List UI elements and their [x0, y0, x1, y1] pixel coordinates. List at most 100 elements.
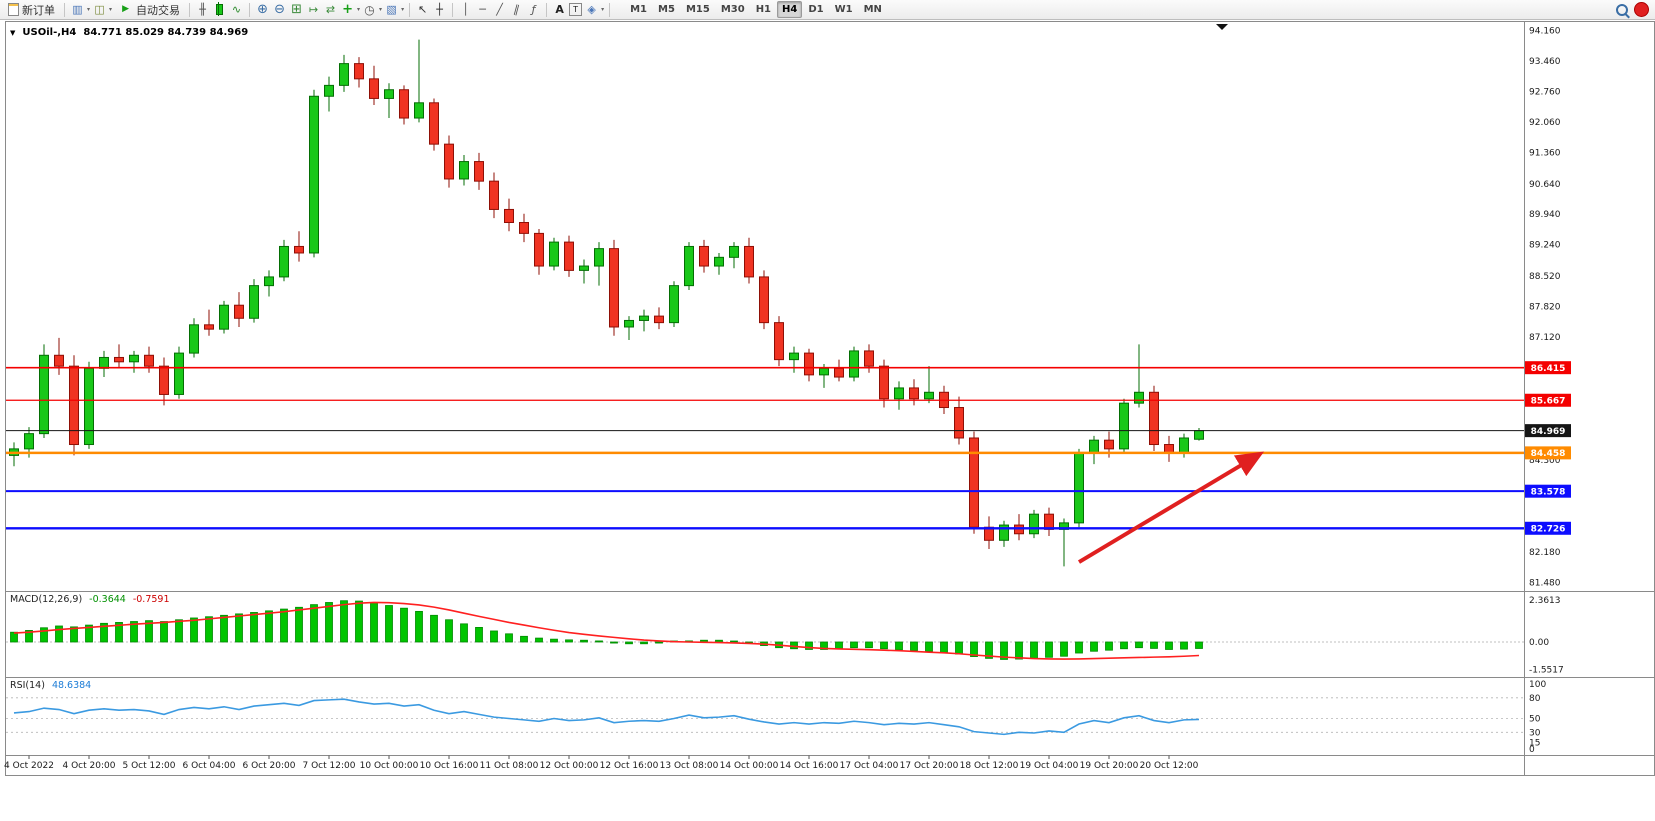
- zoom-in-icon[interactable]: ⊕: [257, 2, 268, 17]
- one-click-trading-icon[interactable]: ▼: [10, 28, 16, 37]
- timeframe-w1[interactable]: W1: [834, 4, 853, 15]
- x-axis-label: 12 Oct 16:00: [600, 761, 659, 771]
- new-order-button[interactable]: 新订单: [4, 1, 59, 19]
- toolbar-separator: [249, 2, 251, 17]
- arrows-objects-icon[interactable]: ◈: [587, 3, 596, 16]
- price-badge-label: 84.458: [1531, 449, 1566, 459]
- chart-profiles-icon[interactable]: ◫: [94, 3, 105, 16]
- macd-bar: [115, 622, 123, 643]
- timeframe-h1[interactable]: H1: [755, 4, 772, 15]
- candle-body: [234, 304, 244, 319]
- timeframe-m5[interactable]: M5: [658, 4, 675, 15]
- periods-icon[interactable]: ◷: [364, 2, 375, 17]
- text-label-icon[interactable]: T: [569, 3, 583, 16]
- chevron-down-icon[interactable]: ▾: [601, 6, 605, 13]
- text-icon[interactable]: A: [555, 3, 564, 16]
- rsi-axis-label: 15: [1529, 739, 1540, 749]
- candle-body: [279, 245, 289, 278]
- notification-icon[interactable]: [1634, 2, 1649, 17]
- timeframe-m15[interactable]: M15: [685, 4, 710, 15]
- candle-body: [69, 365, 79, 446]
- candle-body: [114, 356, 124, 363]
- indicators-icon[interactable]: +: [342, 2, 353, 17]
- toolbar-separator: [609, 2, 611, 17]
- candle-body: [1134, 391, 1144, 404]
- crosshair-icon[interactable]: ┼: [436, 3, 443, 16]
- price-level[interactable]: 84.969: [6, 424, 1571, 438]
- zoom-out-icon[interactable]: ⊖: [274, 2, 285, 17]
- macd-bar: [1195, 641, 1203, 649]
- cursor-icon[interactable]: ↖: [417, 3, 428, 16]
- timeframe-m30[interactable]: M30: [720, 4, 745, 15]
- macd-bar: [580, 639, 588, 643]
- candle-body: [444, 143, 454, 180]
- timeframe-mn[interactable]: MN: [863, 4, 882, 15]
- channel-icon[interactable]: ∥: [512, 2, 521, 17]
- price-level[interactable]: 84.458: [6, 446, 1571, 460]
- macd-bar: [550, 638, 558, 643]
- candle-body: [504, 208, 514, 224]
- price-level[interactable]: 85.667: [6, 393, 1571, 407]
- auto-scroll-icon[interactable]: ↦: [308, 3, 319, 16]
- chevron-down-icon[interactable]: ▾: [401, 6, 405, 13]
- scroll-to-end-marker: [1216, 24, 1228, 30]
- price-badge: [1525, 393, 1571, 407]
- candle-body: [759, 276, 769, 324]
- trend-arrow[interactable]: [1077, 451, 1265, 564]
- y-axis-label: 92.060: [1529, 118, 1561, 128]
- macd-bar: [130, 621, 138, 643]
- symbol-label: USOil-,H4: [22, 27, 77, 38]
- candle-body: [429, 102, 439, 145]
- macd-bar: [205, 616, 213, 643]
- auto-trading-button[interactable]: ▶ 自动交易: [114, 1, 184, 19]
- candle-body: [249, 285, 259, 319]
- rsi-axis-label: 100: [1529, 680, 1546, 690]
- candle-body: [624, 319, 634, 328]
- timeframe-d1[interactable]: D1: [808, 4, 824, 15]
- price-level[interactable]: 86.415: [6, 361, 1571, 375]
- macd-bar: [1060, 641, 1068, 657]
- candle-body: [204, 324, 214, 330]
- macd-bar: [490, 630, 498, 643]
- candle-body: [129, 354, 139, 363]
- bar-chart-icon[interactable]: ╫: [199, 3, 206, 16]
- macd-axis-label: 0.00: [1529, 638, 1549, 648]
- candlestick-chart-icon[interactable]: [212, 2, 227, 17]
- candle-body: [189, 324, 199, 354]
- toolbar-separator: [64, 2, 65, 17]
- macd-bar: [145, 620, 153, 643]
- macd-bar: [610, 641, 618, 644]
- tile-windows-icon[interactable]: ⊞: [291, 2, 302, 17]
- macd-bar: [220, 614, 228, 643]
- chevron-down-icon[interactable]: ▾: [379, 6, 383, 13]
- line-chart-icon[interactable]: ∿: [231, 3, 242, 16]
- horizontal-line-icon[interactable]: ─: [479, 3, 486, 16]
- chevron-down-icon[interactable]: ▾: [109, 6, 113, 13]
- x-axis-label: 10 Oct 00:00: [360, 761, 419, 771]
- price-level[interactable]: 83.578: [6, 484, 1571, 498]
- fibonacci-icon[interactable]: ƒ: [531, 3, 536, 16]
- y-axis-label: 88.520: [1529, 272, 1561, 282]
- timeframe-h4[interactable]: H4: [777, 1, 803, 18]
- macd-bar: [1090, 641, 1098, 652]
- y-axis-label: 81.480: [1529, 579, 1561, 589]
- chevron-down-icon[interactable]: ▾: [87, 6, 91, 13]
- y-axis-label: 84.300: [1529, 456, 1561, 466]
- price-level[interactable]: 82.726: [6, 521, 1571, 535]
- chevron-down-icon[interactable]: ▾: [357, 6, 361, 13]
- macd-bar: [385, 605, 393, 643]
- timeframe-m1[interactable]: M1: [630, 4, 648, 15]
- macd-bar: [925, 641, 933, 652]
- price-badge-label: 86.415: [1531, 364, 1566, 374]
- macd-bar: [1135, 641, 1143, 649]
- y-axis-label: 91.360: [1529, 148, 1561, 158]
- candle-body: [924, 391, 934, 400]
- toolbar-separator: [546, 2, 548, 17]
- chart-shift-icon[interactable]: ⇄: [325, 3, 336, 16]
- search-icon[interactable]: [1616, 3, 1628, 16]
- new-chart-icon[interactable]: ▥: [72, 3, 83, 16]
- trendline-icon[interactable]: ╱: [496, 3, 503, 16]
- vertical-line-icon[interactable]: │: [462, 3, 469, 16]
- templates-icon[interactable]: ▧: [386, 3, 397, 16]
